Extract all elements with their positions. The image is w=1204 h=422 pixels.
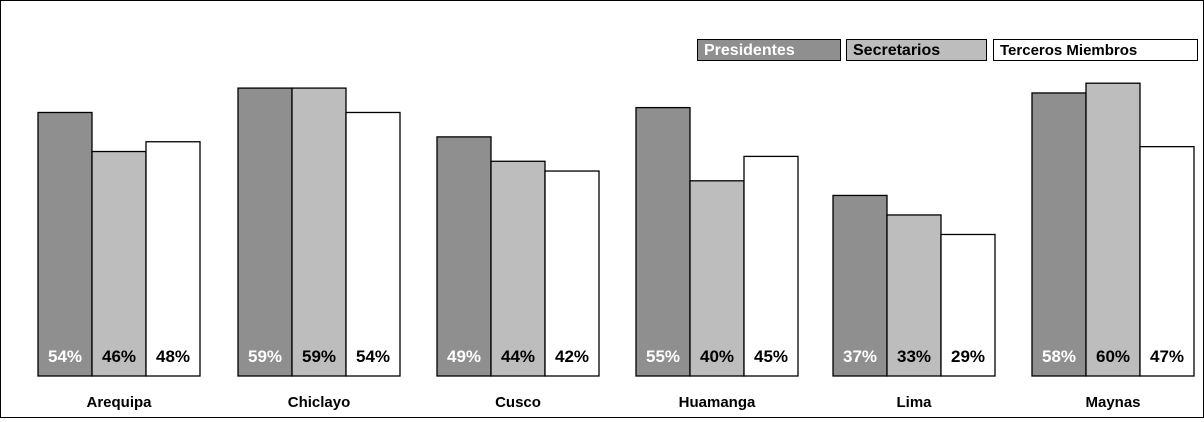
- data-label-secretarios-chiclayo: 59%: [302, 347, 336, 366]
- bar-presidentes-chiclayo: [237, 87, 293, 377]
- bar-terceros-miembros-maynas: [1139, 145, 1195, 377]
- legend-item-terceros-miembros: Terceros Miembros: [993, 39, 1198, 61]
- data-label-secretarios-lima: 33%: [897, 347, 931, 366]
- data-label-presidentes-cusco: 49%: [447, 347, 481, 366]
- data-label-secretarios-cusco: 44%: [501, 347, 535, 366]
- data-label-presidentes-lima: 37%: [843, 347, 877, 366]
- data-label-presidentes-huamanga: 55%: [646, 347, 680, 366]
- bar-presidentes-cusco: [436, 136, 492, 377]
- bar-secretarios-lima: [886, 214, 942, 377]
- legend-label-secretarios: Secretarios: [853, 42, 941, 59]
- data-label-presidentes-chiclayo: 59%: [248, 347, 282, 366]
- legend-item-secretarios: Secretarios: [846, 39, 987, 61]
- category-label-huamanga: Huamanga: [679, 394, 756, 411]
- bar-terceros-miembros-chiclayo: [345, 111, 401, 377]
- data-label-terceros-miembros-chiclayo: 54%: [356, 347, 390, 366]
- data-label-terceros-miembros-cusco: 42%: [555, 347, 589, 366]
- category-label-arequipa: Arequipa: [86, 394, 152, 411]
- bar-presidentes-lima: [832, 194, 888, 377]
- legend-label-presidentes: Presidentes: [704, 42, 795, 59]
- bar-terceros-miembros-cusco: [544, 170, 600, 377]
- data-label-terceros-miembros-huamanga: 45%: [754, 347, 788, 366]
- bar-secretarios-arequipa: [91, 150, 147, 377]
- bar-secretarios-cusco: [490, 160, 546, 377]
- bar-terceros-miembros-lima: [940, 233, 996, 377]
- data-label-secretarios-maynas: 60%: [1096, 347, 1130, 366]
- category-label-chiclayo: Chiclayo: [288, 394, 351, 411]
- data-label-secretarios-arequipa: 46%: [102, 347, 136, 366]
- bar-secretarios-chiclayo: [291, 87, 347, 377]
- bar-presidentes-maynas: [1031, 92, 1087, 377]
- data-label-terceros-miembros-lima: 29%: [951, 347, 985, 366]
- data-label-secretarios-huamanga: 40%: [700, 347, 734, 366]
- category-label-maynas: Maynas: [1085, 394, 1140, 411]
- data-label-presidentes-arequipa: 54%: [48, 347, 82, 366]
- bar-secretarios-huamanga: [689, 180, 745, 377]
- bar-secretarios-maynas: [1085, 82, 1141, 377]
- bar-terceros-miembros-huamanga: [743, 155, 799, 377]
- data-label-terceros-miembros-arequipa: 48%: [156, 347, 190, 366]
- bar-terceros-miembros-arequipa: [145, 141, 201, 377]
- legend-label-terceros-miembros: Terceros Miembros: [1000, 42, 1138, 59]
- category-label-lima: Lima: [896, 394, 932, 411]
- data-label-terceros-miembros-maynas: 47%: [1150, 347, 1184, 366]
- bar-presidentes-arequipa: [37, 111, 93, 377]
- legend-item-presidentes: Presidentes: [697, 39, 841, 61]
- category-label-cusco: Cusco: [495, 394, 541, 411]
- bar-presidentes-huamanga: [635, 106, 691, 377]
- data-label-presidentes-maynas: 58%: [1042, 347, 1076, 366]
